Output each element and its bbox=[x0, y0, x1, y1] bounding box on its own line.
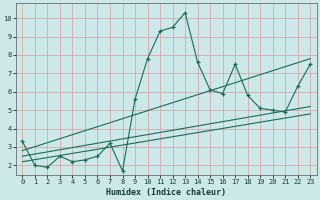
X-axis label: Humidex (Indice chaleur): Humidex (Indice chaleur) bbox=[106, 188, 226, 197]
